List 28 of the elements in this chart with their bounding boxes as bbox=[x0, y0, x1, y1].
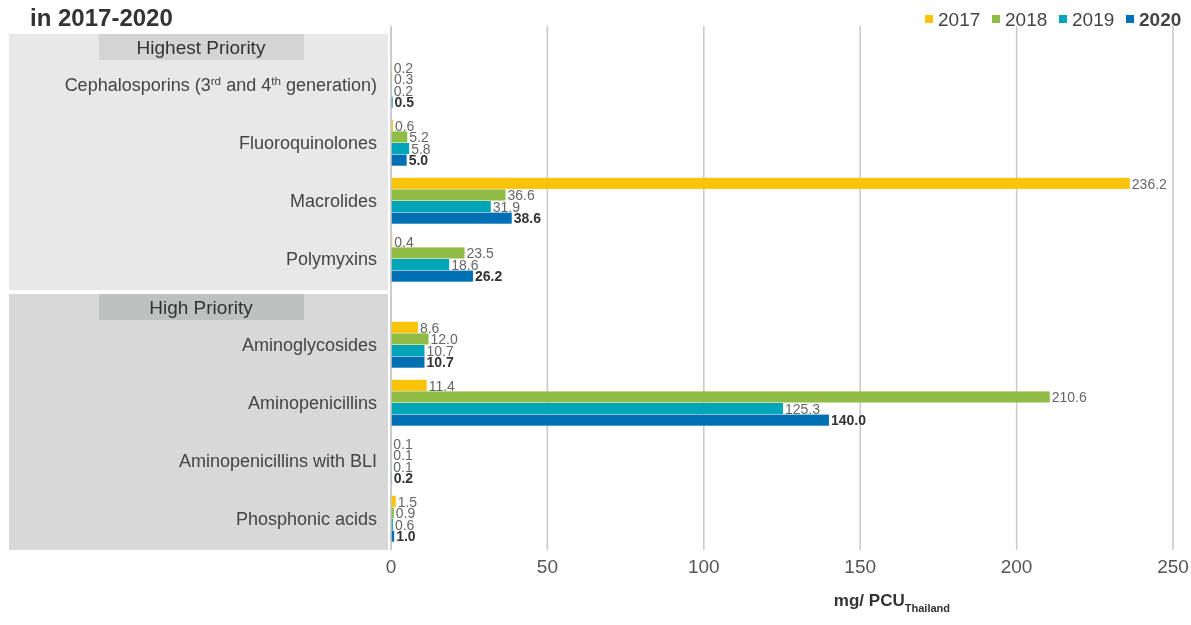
x-tick-label: 250 bbox=[1157, 556, 1189, 577]
y-tick-label: Cephalosporins (3$^{rd}$ and 4$^{th}$ generation) bbox=[64, 73, 377, 96]
x-tick-label: 0 bbox=[385, 556, 397, 577]
x-axis-title: mg/ PCU$_{Thailand}$ bbox=[833, 591, 951, 614]
data-label: 210.6 bbox=[1051, 389, 1087, 406]
legend-label: 2019 bbox=[1072, 8, 1115, 30]
y-tick-label: Fluoroquinolones bbox=[238, 133, 377, 154]
data-label: 236.2 bbox=[1131, 175, 1168, 192]
x-tick-label: 200 bbox=[1000, 556, 1033, 577]
text: in 2017-2020 bbox=[30, 4, 173, 31]
y-tick-label: Polymyxins bbox=[285, 249, 377, 270]
y-tick-label: Aminopenicillins with BLI bbox=[178, 451, 377, 472]
data-label: 125.3 bbox=[784, 400, 821, 417]
y-tick-label: Aminopenicillins bbox=[247, 393, 377, 414]
legend-label: 2020 bbox=[1139, 8, 1182, 30]
y-tick-label: Aminoglycosides bbox=[241, 335, 377, 356]
data-label: 11.4 bbox=[428, 377, 456, 394]
data-label: 0.4 bbox=[394, 233, 414, 250]
legend-label: 2017 bbox=[938, 8, 981, 30]
text: High Priority bbox=[149, 296, 254, 318]
text: Highest Priority bbox=[136, 36, 266, 58]
y-tick-label: Macrolides bbox=[289, 191, 377, 212]
x-tick-label: 50 bbox=[536, 556, 558, 577]
x-tick-label: 100 bbox=[687, 556, 720, 577]
y-tick-label: Phosphonic acids bbox=[235, 509, 377, 530]
legend-label: 2018 bbox=[1005, 8, 1048, 30]
x-tick-label: 150 bbox=[844, 556, 877, 577]
data-label: 140.0 bbox=[830, 412, 867, 429]
